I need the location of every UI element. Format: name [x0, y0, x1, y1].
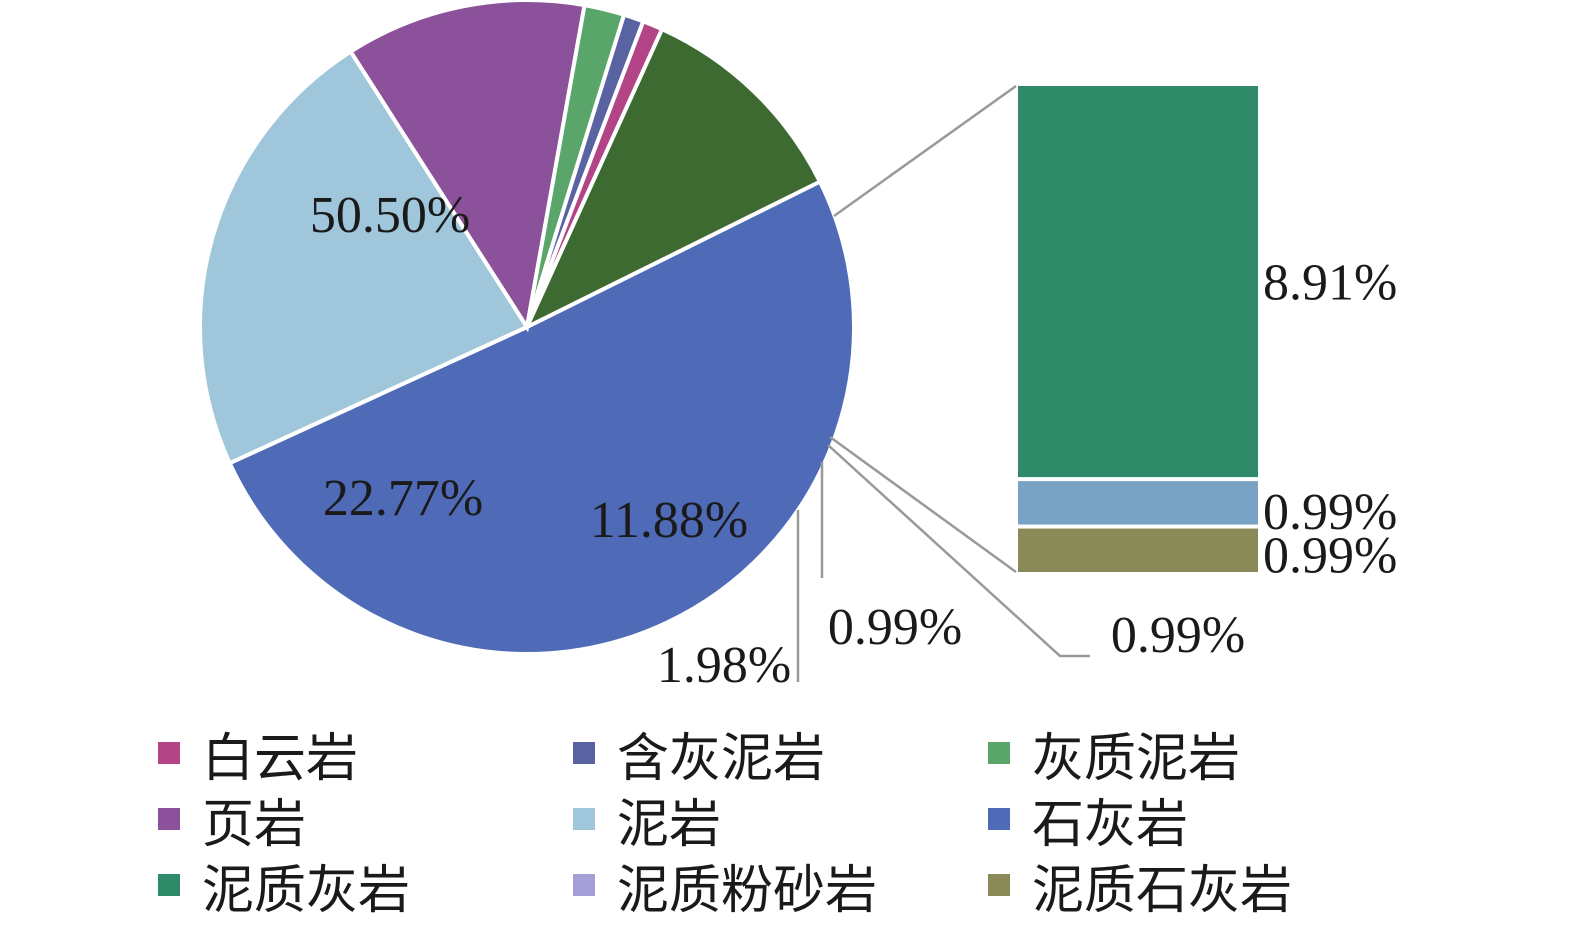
bar-segment-0	[1018, 86, 1258, 478]
legend-item-1: 含灰泥岩	[573, 724, 988, 789]
legend-swatch	[573, 874, 595, 896]
legend-item-7: 泥质粉砂岩	[573, 856, 988, 921]
legend-item-3: 页岩	[158, 790, 573, 855]
legend-item-2: 灰质泥岩	[988, 724, 1403, 789]
pie	[198, 0, 856, 656]
pie-slice-6	[522, 26, 823, 332]
connector-bottom	[829, 435, 1017, 574]
legend-item-4: 泥岩	[573, 790, 988, 855]
legend-swatch	[573, 742, 595, 764]
secondary-bar	[1018, 86, 1258, 572]
legend-swatch	[158, 742, 180, 764]
legend-label: 泥质粉砂岩	[617, 860, 878, 921]
legend-swatch	[988, 742, 1010, 764]
bar-label-2: 0.99%	[1263, 527, 1397, 584]
data-labels: 50.50%22.77% 11.88%1.98%0.99% 0.99%8.91%0.…	[310, 187, 1397, 694]
data-label-4: 0.99%	[828, 599, 962, 656]
legend-item-0: 白云岩	[158, 724, 573, 789]
data-label-3: 1.98%	[657, 637, 791, 694]
bar-label-1: 0.99%	[1263, 484, 1397, 541]
pie-slice-2	[347, 0, 587, 333]
leader-line-5	[827, 444, 1090, 658]
legend-label: 灰质泥岩	[1032, 728, 1241, 789]
legend-swatch	[988, 808, 1010, 830]
legend-label: 页岩	[202, 794, 307, 855]
legend-swatch	[988, 874, 1010, 896]
legend: 白云岩 含灰泥岩 灰质泥岩页岩 泥岩 石灰岩泥质灰岩 泥质粉砂岩 泥质石灰岩	[158, 724, 1418, 921]
legend-swatch	[158, 874, 180, 896]
bar-segment-1	[1018, 481, 1258, 525]
connector-top	[833, 84, 1017, 218]
legend-item-8: 泥质石灰岩	[988, 856, 1403, 921]
legend-label: 泥质石灰岩	[1032, 860, 1293, 921]
data-label-5: 0.99%	[1111, 607, 1245, 664]
data-label-1: 22.77%	[323, 470, 483, 527]
data-label-0: 50.50%	[310, 187, 470, 244]
legend-label: 含灰泥岩	[617, 728, 826, 789]
bar-segment-2	[1018, 528, 1258, 572]
bar-label-0: 8.91%	[1263, 255, 1397, 312]
data-label-2: 11.88%	[590, 492, 748, 549]
pie-slice-0	[227, 178, 856, 656]
legend-label: 泥岩	[617, 794, 722, 855]
legend-item-5: 石灰岩	[988, 790, 1403, 855]
legend-label: 石灰岩	[1032, 794, 1189, 855]
legend-swatch	[158, 808, 180, 830]
legend-item-6: 泥质灰岩	[158, 856, 573, 921]
legend-label: 白云岩	[202, 728, 359, 789]
connector-lines	[796, 84, 1090, 682]
pie-slice-1	[198, 48, 530, 466]
legend-label: 泥质灰岩	[202, 860, 411, 921]
legend-swatch	[573, 808, 595, 830]
